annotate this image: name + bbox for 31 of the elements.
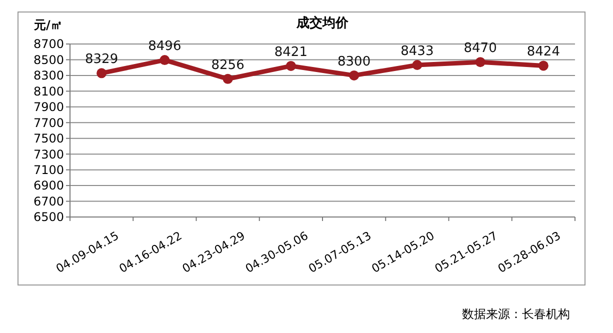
point xyxy=(286,60,296,71)
y-tick-label: 7300 xyxy=(33,147,64,162)
point xyxy=(160,55,170,66)
y-tick-label: 6700 xyxy=(33,194,64,208)
point xyxy=(412,60,422,70)
y-tick-label: 7700 xyxy=(33,116,64,130)
data-label: 8433 xyxy=(400,44,434,59)
point xyxy=(222,74,233,84)
y-tick-label: 7100 xyxy=(33,163,64,178)
data-label: 8329 xyxy=(85,52,118,68)
y-axis-title: 元/㎡ xyxy=(33,18,62,32)
point xyxy=(538,60,548,71)
y-tick-label: 7500 xyxy=(33,132,64,146)
y-tick-label: 8700 xyxy=(33,37,64,52)
data-label: 8424 xyxy=(526,44,560,60)
y-tick-label: 8100 xyxy=(33,84,64,98)
data-label: 8470 xyxy=(464,41,497,56)
point xyxy=(475,57,486,68)
source-note: 数据来源：长春机构 xyxy=(462,307,570,321)
data-label: 8300 xyxy=(338,54,371,70)
point xyxy=(96,68,107,78)
y-tick-label: 6900 xyxy=(33,178,64,193)
y-tick-label: 6500 xyxy=(33,210,64,224)
data-label: 8496 xyxy=(148,39,182,54)
y-tick-label: 7900 xyxy=(33,100,64,114)
data-label: 8256 xyxy=(211,58,244,73)
point xyxy=(349,70,360,80)
y-tick-label: 8300 xyxy=(33,68,64,83)
chart-title: 成交均价 xyxy=(296,15,350,31)
data-label: 8421 xyxy=(274,44,308,60)
y-tick-label: 8500 xyxy=(33,52,64,67)
